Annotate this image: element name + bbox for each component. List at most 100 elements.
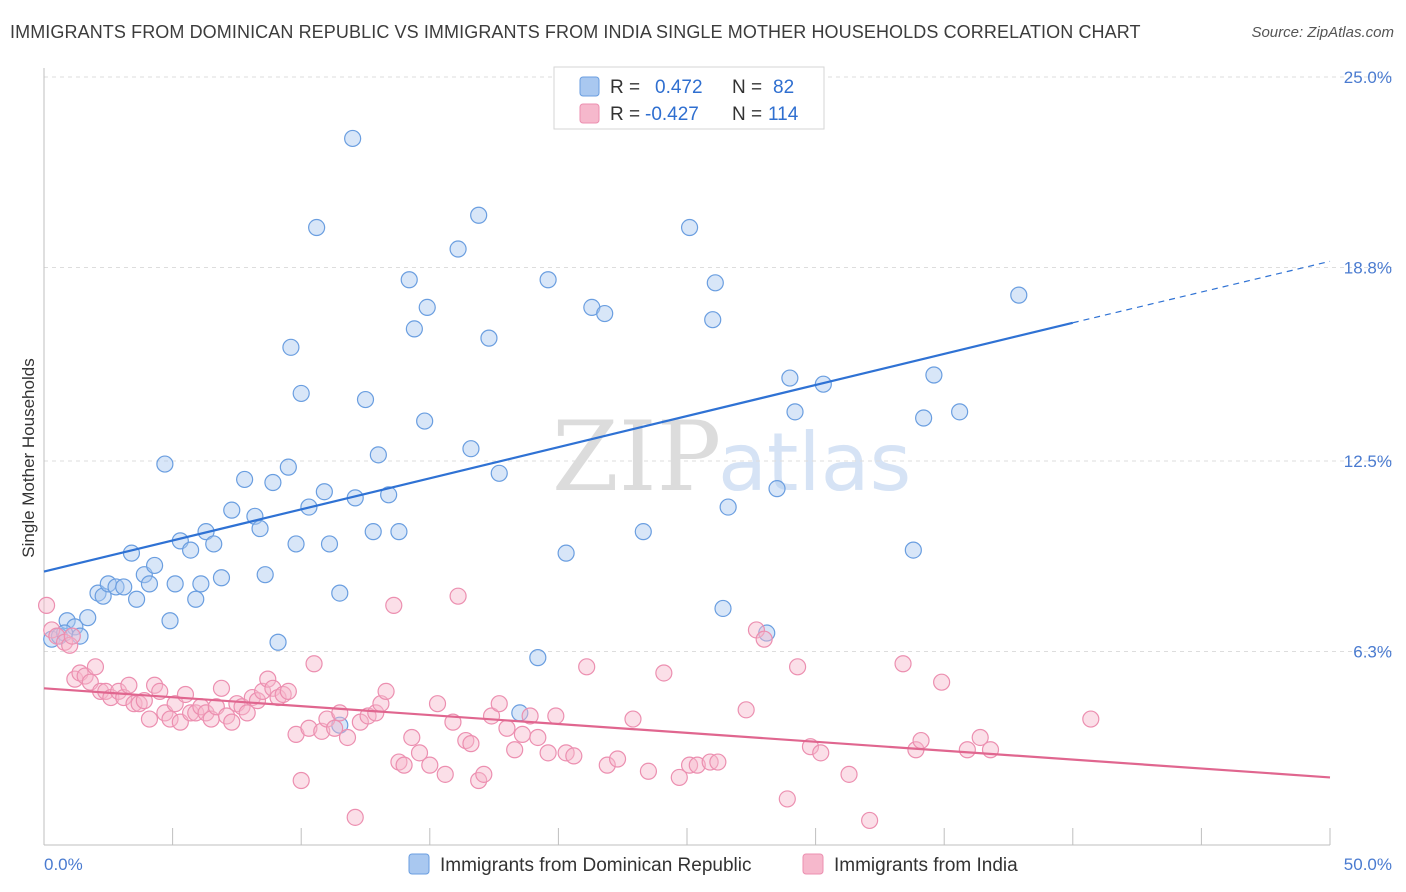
dominican-point — [115, 578, 133, 596]
dominican-point — [205, 535, 223, 553]
dominican-point — [390, 523, 408, 541]
dominican-point — [79, 609, 97, 627]
dominican-point — [315, 483, 333, 501]
legend-n-value-2: 114 — [768, 104, 799, 125]
axes — [43, 68, 1331, 846]
dominican-point — [470, 206, 488, 224]
india-point — [912, 731, 930, 750]
dominican-point — [140, 575, 159, 593]
india-point — [490, 695, 508, 713]
india-point — [788, 658, 807, 676]
dominican-point — [166, 575, 184, 593]
dominican-point — [539, 271, 557, 289]
series-legend-swatch-india — [802, 853, 824, 875]
india-point — [403, 728, 421, 747]
legend-r-label-1: R = — [610, 77, 640, 98]
tick-labels: 6.3% 12.5% 18.8% 25.0% 0.0% 50.0% — [44, 68, 1392, 874]
dominican-point — [951, 403, 969, 421]
dominican-trend-line — [43, 321, 1074, 573]
dominican-point — [786, 403, 804, 421]
india-point — [305, 655, 323, 673]
india-point — [338, 728, 357, 747]
dominican-point — [418, 298, 436, 316]
dominican-point — [156, 455, 174, 473]
legend-r-value-2: -0.427 — [645, 104, 699, 125]
india-point — [755, 630, 773, 648]
dominican-point — [356, 390, 375, 409]
dominican-point — [915, 409, 933, 427]
india-point — [410, 744, 429, 762]
dominican-point — [320, 535, 339, 553]
dominican-point — [704, 311, 722, 329]
dominican-point — [251, 519, 269, 538]
india-point — [608, 750, 627, 768]
dominican-point — [719, 498, 737, 516]
india-point — [421, 756, 439, 774]
india-point — [529, 728, 547, 747]
india-point — [971, 728, 989, 747]
india-point — [428, 695, 447, 713]
india-point — [140, 710, 159, 728]
y-tick-label: 6.3% — [1353, 642, 1392, 661]
chart-title: IMMIGRANTS FROM DOMINICAN REPUBLIC VS IM… — [10, 22, 1141, 42]
india-point — [248, 692, 267, 710]
x-tick-label-min: 0.0% — [44, 855, 83, 874]
india-point — [86, 658, 105, 676]
india-point — [655, 664, 673, 682]
india-point — [670, 768, 688, 787]
india-point — [513, 725, 531, 744]
india-point — [449, 587, 467, 605]
dominican-point — [714, 599, 732, 618]
dominican-point — [557, 544, 575, 562]
y-tick-label: 12.5% — [1344, 452, 1392, 471]
dominican-point — [287, 535, 305, 553]
legend-n-value-1: 82 — [773, 77, 794, 98]
india-trend-line — [43, 687, 1331, 779]
india-point — [688, 756, 706, 774]
india-point — [395, 756, 413, 774]
india-point — [37, 596, 56, 614]
legend-r-value-1: 0.472 — [655, 77, 703, 98]
india-point — [1082, 710, 1100, 728]
dominican-trend-extension — [1072, 260, 1331, 324]
dominican-point — [405, 320, 423, 338]
india-point — [457, 731, 475, 750]
india-point — [812, 744, 830, 762]
india-point — [238, 704, 256, 722]
india-point — [390, 753, 408, 771]
india-point — [565, 747, 583, 765]
gridlines — [44, 76, 1392, 652]
dominican-point — [236, 470, 254, 489]
dominican-point — [680, 218, 699, 237]
india-point — [346, 808, 364, 826]
dominican-point — [331, 584, 349, 602]
source-credit: Source: ZipAtlas.com — [1251, 24, 1394, 41]
india-point — [444, 713, 462, 731]
dominican-point — [768, 480, 786, 498]
india-point — [300, 719, 318, 737]
legend-swatch-india — [579, 103, 600, 124]
y-tick-label: 18.8% — [1344, 258, 1392, 277]
dominican-point — [212, 569, 231, 587]
dominican-point — [223, 501, 241, 519]
india-point — [598, 756, 616, 774]
dominican-point — [256, 566, 274, 584]
india-point — [498, 719, 516, 737]
india-point — [506, 741, 524, 759]
dominican-point — [529, 649, 547, 667]
dominican-point — [145, 556, 164, 575]
dominican-point — [904, 541, 922, 559]
dominican-point — [282, 338, 300, 356]
trend-lines — [43, 260, 1331, 779]
india-point — [259, 670, 277, 688]
x-tick-label-max: 50.0% — [1344, 855, 1392, 874]
series-legend-label-dominican: Immigrants from Dominican Republic — [440, 855, 752, 876]
india-point — [778, 790, 796, 808]
dominican-point — [269, 633, 287, 651]
india-point — [933, 673, 951, 691]
series-dominican-points — [43, 129, 1028, 734]
dominican-point — [192, 575, 210, 593]
legend-n-label-2: N = — [732, 104, 762, 125]
series-legend-swatch-dominican — [408, 853, 430, 875]
dominican-point — [344, 129, 362, 148]
